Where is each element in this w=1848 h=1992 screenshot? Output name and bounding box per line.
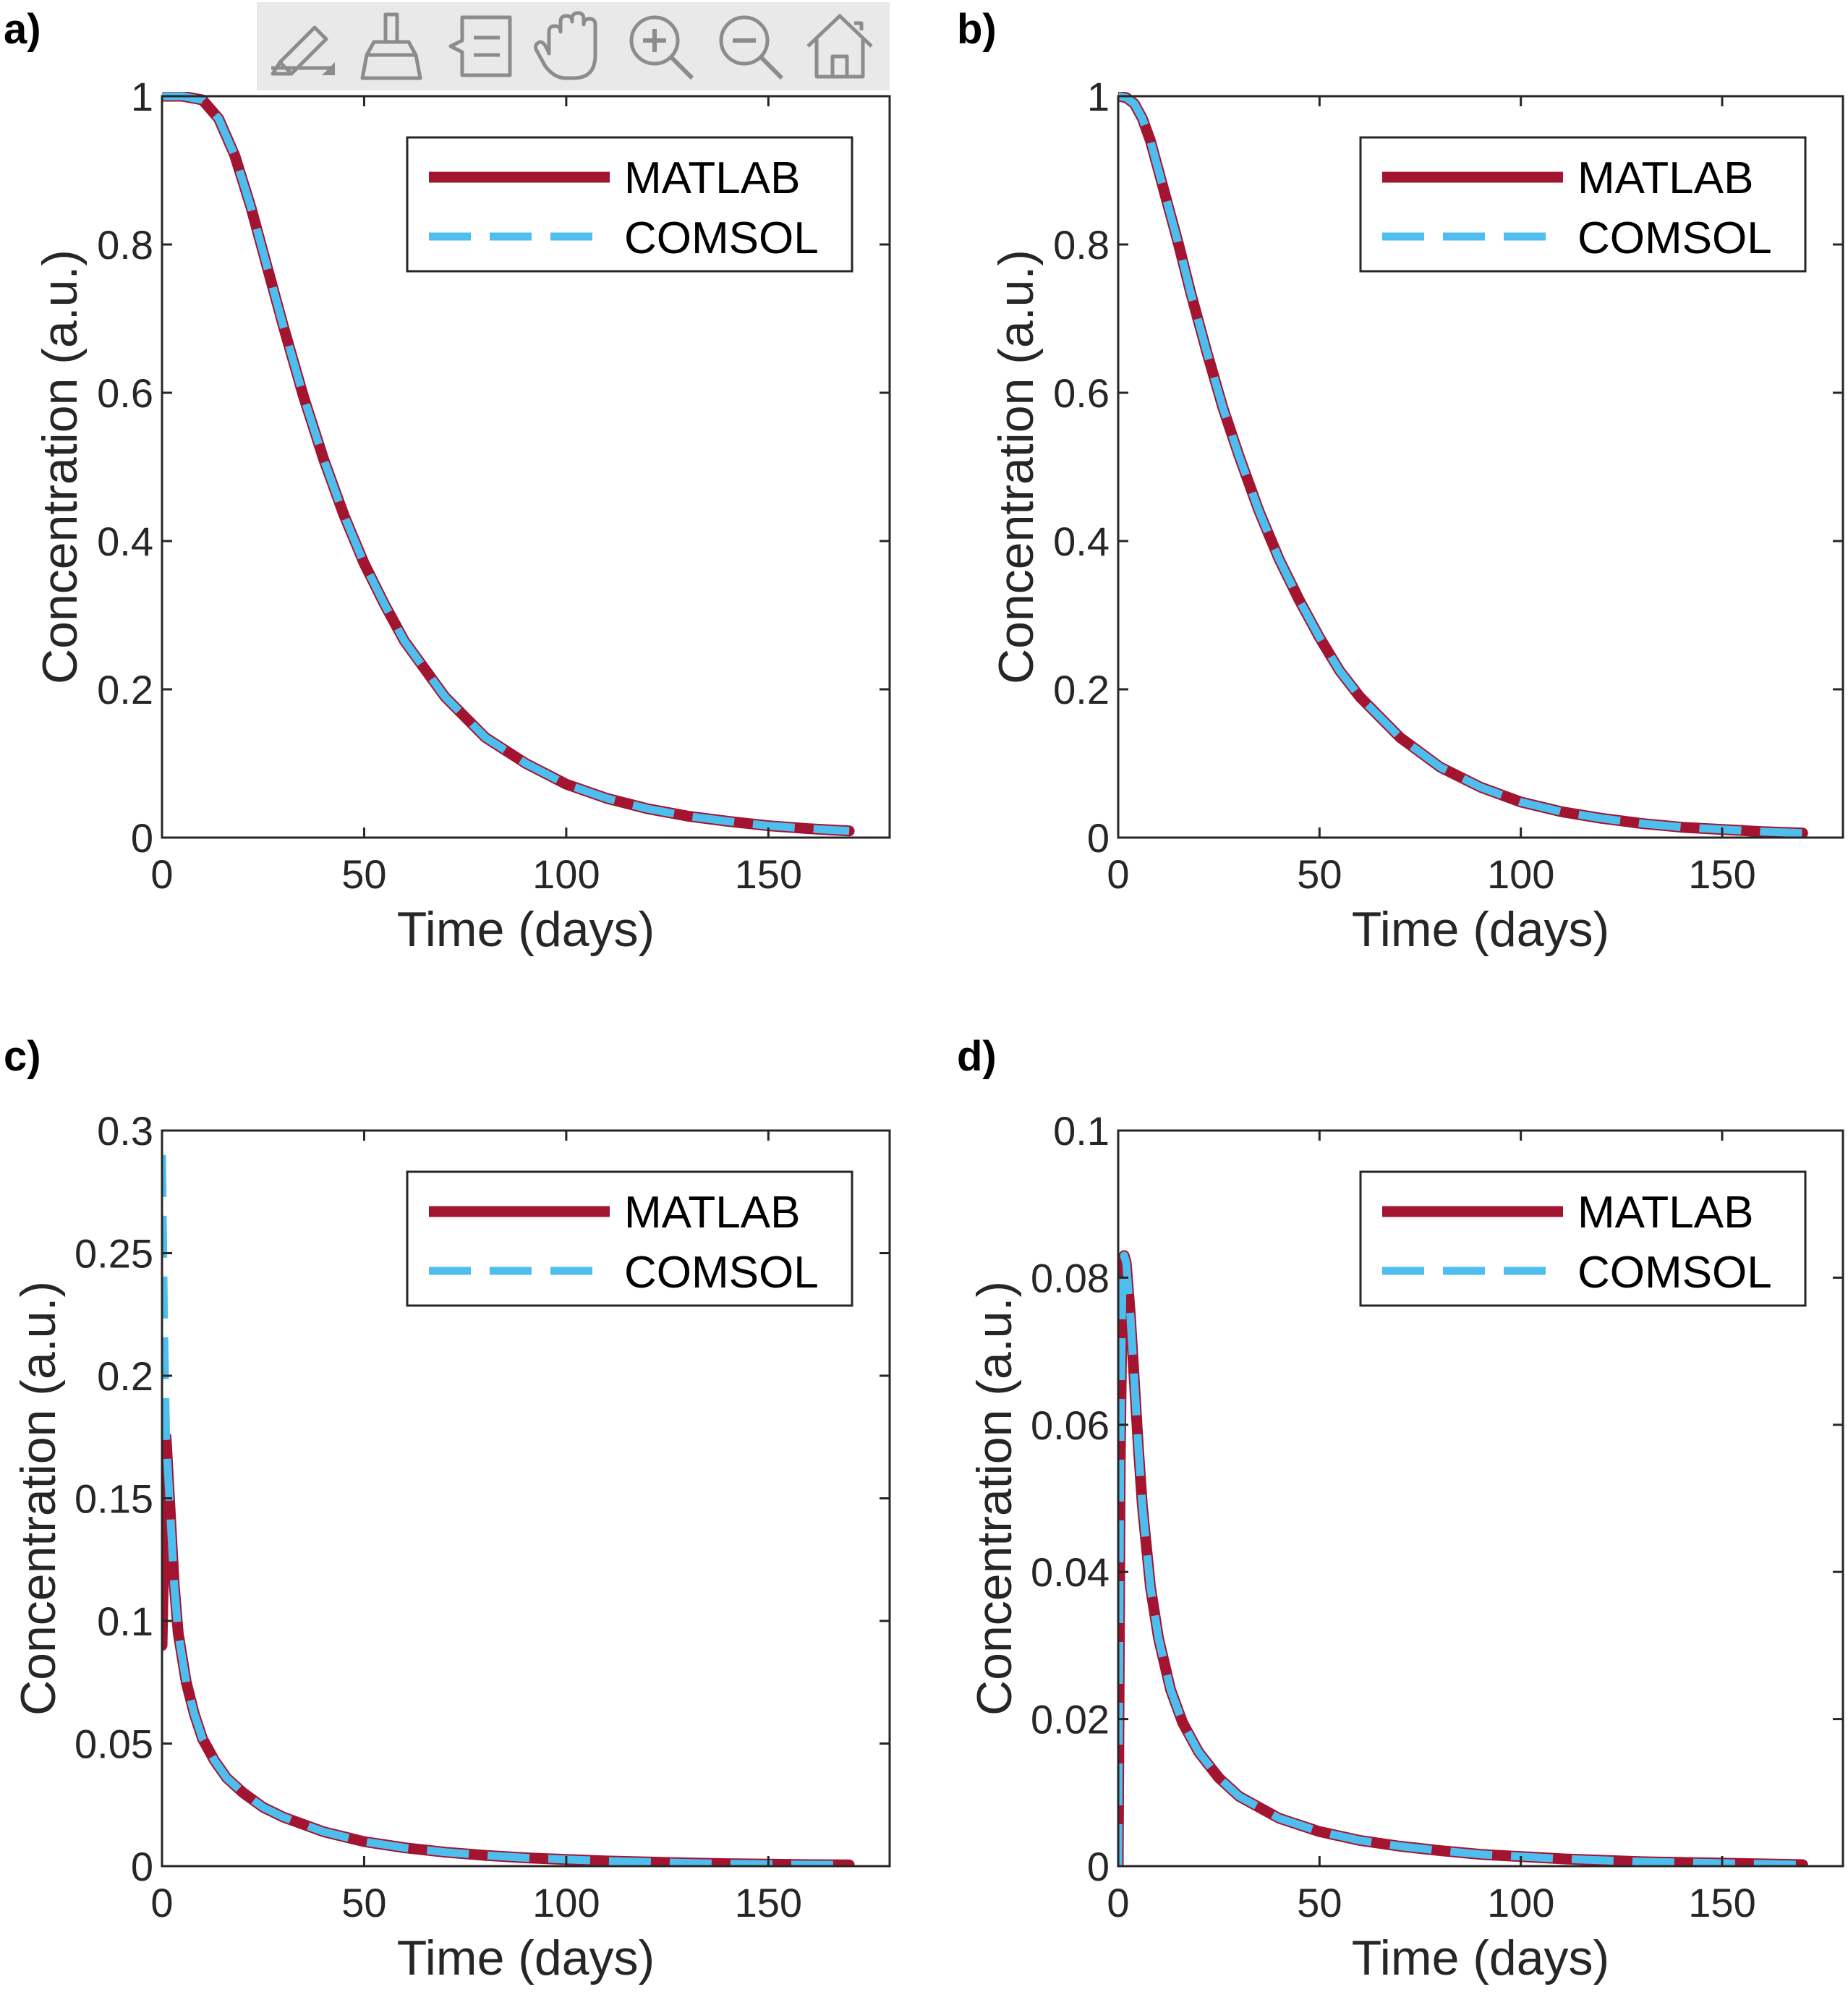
y-tick-label: 0.8	[97, 222, 153, 268]
x-tick-label: 150	[735, 851, 802, 897]
legend: MATLAB COMSOL	[1359, 136, 1807, 273]
panel-label: d)	[957, 1033, 997, 1080]
pan-hand-icon[interactable]	[531, 7, 610, 86]
legend: MATLAB COMSOL	[406, 1170, 853, 1307]
y-tick-label: 0.15	[74, 1476, 153, 1522]
axes-box	[1117, 1129, 1844, 1868]
x-tick-label: 50	[341, 851, 386, 897]
x-tick-label: 50	[341, 1880, 386, 1925]
y-tick-label: 0.1	[97, 1599, 153, 1644]
y-tick-label: 1	[131, 74, 153, 119]
x-tick-label: 100	[1487, 1880, 1554, 1925]
legend-comsol-label: COMSOL	[1577, 213, 1772, 263]
comsol-series-line	[162, 92, 850, 835]
axes-toolbar[interactable]	[257, 2, 890, 90]
legend: MATLAB COMSOL	[1359, 1170, 1807, 1307]
x-tick-label: 150	[1688, 1880, 1755, 1925]
zoom-out-icon[interactable]	[710, 7, 790, 86]
legend-box	[406, 1170, 853, 1307]
y-tick-label: 0	[1087, 815, 1110, 861]
y-tick-label: 0.4	[97, 519, 153, 564]
y-tick-label: 0	[131, 815, 153, 861]
x-tick-label: 100	[532, 851, 600, 897]
chart-panel-3: c) 0 50 100 150 0 0.05 0.1 0.15 0.2 0.25 0.3 Time (d…	[4, 1033, 891, 1985]
y-tick-label: 0.6	[97, 370, 153, 416]
x-tick-label: 50	[1297, 1880, 1342, 1925]
legend: MATLAB COMSOL	[406, 136, 853, 273]
x-tick-label: 100	[1487, 851, 1554, 897]
chart-panel-1: a) 0 50 100 150 0 0.2 0.4 0.6 0.8 1 Time (days) Conc…	[4, 6, 891, 957]
home-icon[interactable]	[800, 7, 880, 86]
comsol-series-line	[162, 1154, 850, 1866]
x-tick-label: 100	[532, 1880, 600, 1925]
y-axis-label: Concentration (a.u.)	[33, 250, 88, 684]
comsol-series-line	[1118, 92, 1803, 838]
y-tick-label: 1	[1087, 74, 1110, 119]
y-tick-label: 0.3	[97, 1108, 153, 1154]
y-tick-label: 0.08	[1031, 1255, 1110, 1301]
legend-matlab-label: MATLAB	[1577, 1188, 1753, 1238]
legend-box	[406, 136, 853, 273]
x-tick-label: 150	[1688, 851, 1755, 897]
legend-matlab-label: MATLAB	[1577, 153, 1753, 203]
x-tick-label: 0	[1107, 851, 1129, 897]
legend-comsol-label: COMSOL	[624, 1248, 819, 1298]
x-tick-label: 0	[150, 1880, 173, 1925]
chart-panel-2: b) 0 50 100 150 0 0.2 0.4 0.6 0.8 1 Time (days) Conc…	[957, 6, 1844, 957]
y-axis-label: Concentration (a.u.)	[11, 1281, 66, 1716]
brush-export-icon[interactable]	[262, 7, 341, 86]
y-tick-label: 0.06	[1031, 1403, 1110, 1448]
matlab-series-line	[162, 1431, 855, 1866]
x-axis-label: Time (days)	[1352, 902, 1609, 957]
y-tick-label: 0.1	[1053, 1108, 1110, 1154]
y-tick-label: 0.2	[97, 667, 153, 712]
axes-box	[161, 95, 891, 839]
y-axis-label: Concentration (a.u.)	[989, 250, 1044, 684]
chart-panel-4: d) 0 50 100 150 0 0.02 0.04 0.06 0.08 0.1 Time (day…	[957, 1033, 1844, 1985]
x-axis-label: Time (days)	[397, 902, 655, 957]
panel-label: c)	[4, 1033, 41, 1080]
y-axis-label: Concentration (a.u.)	[967, 1281, 1022, 1716]
y-tick-label: 0.04	[1031, 1549, 1110, 1595]
legend-matlab-label: MATLAB	[624, 153, 800, 203]
x-tick-label: 0	[1107, 1880, 1129, 1925]
x-tick-label: 150	[735, 1880, 802, 1925]
x-axis-label: Time (days)	[1352, 1931, 1609, 1985]
y-tick-label: 0.02	[1031, 1697, 1110, 1742]
data-brush-icon[interactable]	[352, 7, 431, 86]
y-tick-label: 0.2	[1053, 667, 1110, 712]
data-tips-icon[interactable]	[441, 7, 521, 86]
panel-label: b)	[957, 6, 997, 53]
x-tick-label: 50	[1297, 851, 1342, 897]
x-axis-label: Time (days)	[397, 1931, 655, 1985]
y-tick-label: 0.8	[1053, 222, 1110, 268]
legend-box	[1359, 136, 1807, 273]
y-tick-label: 0.2	[97, 1353, 153, 1399]
legend-matlab-label: MATLAB	[624, 1188, 800, 1238]
y-tick-label: 0	[131, 1844, 153, 1889]
legend-comsol-label: COMSOL	[624, 213, 819, 263]
panel-label: a)	[4, 6, 41, 53]
y-tick-label: 0.05	[74, 1721, 153, 1767]
y-tick-label: 0.25	[74, 1231, 153, 1277]
legend-comsol-label: COMSOL	[1577, 1248, 1772, 1298]
matlab-series-line	[1118, 1250, 1808, 1866]
axes-box	[1117, 95, 1844, 839]
zoom-in-icon[interactable]	[621, 7, 700, 86]
legend-box	[1359, 1170, 1807, 1307]
y-tick-label: 0.6	[1053, 370, 1110, 416]
comsol-series-line	[1118, 1251, 1803, 1866]
y-tick-label: 0	[1087, 1844, 1110, 1889]
y-tick-label: 0.4	[1053, 519, 1110, 564]
x-tick-label: 0	[150, 851, 173, 897]
